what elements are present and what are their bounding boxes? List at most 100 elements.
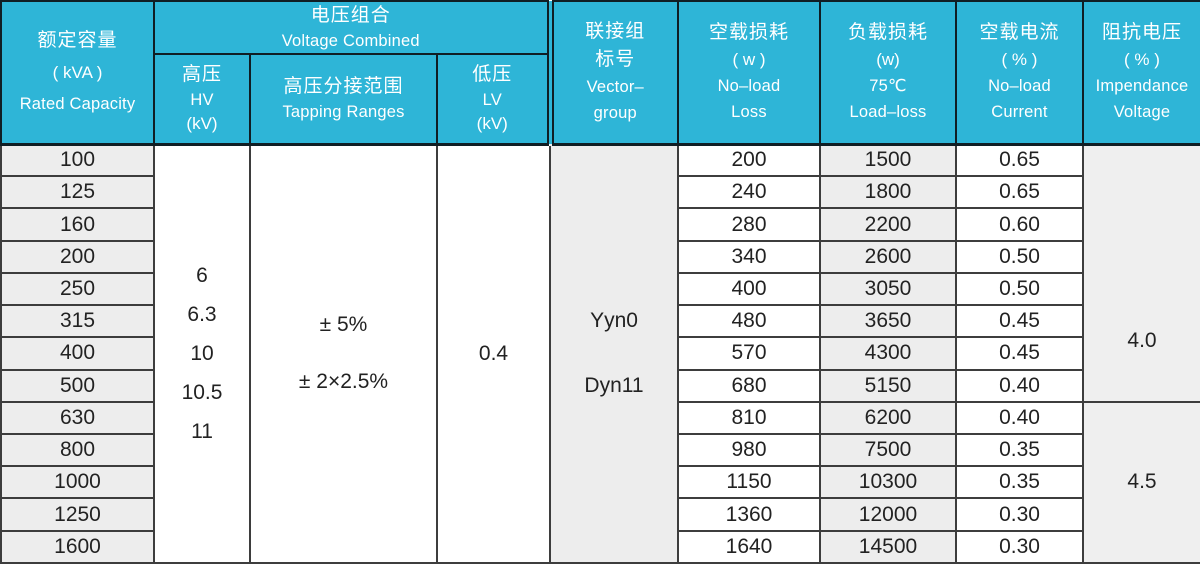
load-loss-cell: 1500 bbox=[819, 142, 957, 178]
lv-unit: (kV) bbox=[476, 113, 508, 133]
table-row: 1250 1360 12000 0.30 bbox=[0, 497, 1200, 532]
header-tapping-ranges: 高压分接范围 Tapping Ranges bbox=[249, 53, 438, 146]
rated-capacity-en: Rated Capacity bbox=[19, 95, 136, 114]
no-load-loss-cell: 980 bbox=[677, 432, 821, 468]
hv-value: 10.5 bbox=[181, 380, 223, 404]
load-loss-cell: 1800 bbox=[819, 175, 957, 210]
load-loss-cell: 5150 bbox=[819, 368, 957, 403]
lv-zh: 低压 bbox=[472, 63, 513, 85]
table-row: 160 280 2200 0.60 bbox=[0, 207, 1200, 242]
hv-value: 6.3 bbox=[187, 302, 217, 326]
header-load-loss: 负载损耗 (w) 75℃ Load–loss bbox=[819, 0, 957, 146]
capacity-cell: 630 bbox=[0, 400, 155, 435]
hv-value: 11 bbox=[191, 419, 213, 443]
no-load-loss-cell: 400 bbox=[677, 271, 821, 307]
load-loss-cell: 10300 bbox=[819, 465, 957, 500]
capacity-cell: 1600 bbox=[0, 529, 155, 564]
table-row: 800 980 7500 0.35 bbox=[0, 432, 1200, 468]
load-loss-cell: 6200 bbox=[819, 400, 957, 435]
no-load-loss-cell: 1640 bbox=[677, 529, 821, 564]
impedance-unit: ( % ) bbox=[1124, 50, 1160, 70]
no-load-current-en2: Current bbox=[991, 103, 1048, 122]
table-row: 1000 1150 10300 0.35 bbox=[0, 465, 1200, 500]
no-load-loss-cell: 1360 bbox=[677, 497, 821, 532]
load-loss-cell: 14500 bbox=[819, 529, 957, 564]
table-row: 500 680 5150 0.40 bbox=[0, 368, 1200, 403]
table-row: 1600 1640 14500 0.30 bbox=[0, 529, 1200, 564]
capacity-cell: 200 bbox=[0, 239, 155, 274]
load-loss-cell: 4300 bbox=[819, 336, 957, 371]
hv-value: 6 bbox=[196, 263, 208, 287]
load-loss-cell: 3050 bbox=[819, 271, 957, 307]
table-row: 200 340 2600 0.50 bbox=[0, 239, 1200, 274]
load-loss-unit: (w) bbox=[876, 50, 900, 70]
capacity-cell: 160 bbox=[0, 207, 155, 242]
vector-values-cell: Yyn0 Dyn11 bbox=[549, 143, 679, 564]
no-load-loss-cell: 480 bbox=[677, 304, 821, 339]
no-load-loss-cell: 570 bbox=[677, 336, 821, 371]
header-impedance-voltage: 阻抗电压 ( % ) Impendance Voltage bbox=[1082, 0, 1200, 146]
table-row: 400 570 4300 0.45 bbox=[0, 336, 1200, 371]
no-load-current-zh: 空载电流 bbox=[979, 22, 1060, 44]
vector-group-en1: Vector– bbox=[586, 78, 644, 97]
capacity-cell: 100 bbox=[0, 142, 155, 178]
rated-capacity-zh: 额定容量 bbox=[37, 30, 118, 52]
current-cell: 0.60 bbox=[955, 207, 1084, 242]
vector-group-en2: group bbox=[593, 104, 637, 123]
tapping-en: Tapping Ranges bbox=[282, 102, 405, 121]
capacity-cell: 500 bbox=[0, 368, 155, 403]
current-cell: 0.35 bbox=[955, 465, 1084, 500]
no-load-loss-cell: 340 bbox=[677, 239, 821, 274]
vector-value: Dyn11 bbox=[584, 374, 644, 398]
current-cell: 0.30 bbox=[955, 497, 1084, 532]
current-cell: 0.30 bbox=[955, 529, 1084, 564]
current-cell: 0.50 bbox=[955, 239, 1084, 274]
current-cell: 0.40 bbox=[955, 368, 1084, 403]
table-row: 630 810 6200 0.40 4.5 bbox=[0, 400, 1200, 564]
vector-value: Yyn0 bbox=[590, 309, 638, 333]
table-row: 100 6 6.3 10 10.5 11 ± 5% ± 2×2.5% 0.4 bbox=[0, 142, 1200, 564]
hv-en: HV bbox=[190, 90, 214, 109]
no-load-loss-cell: 240 bbox=[677, 175, 821, 210]
load-loss-zh: 负载损耗 bbox=[847, 22, 928, 44]
hv-value: 10 bbox=[190, 341, 214, 365]
capacity-cell: 125 bbox=[0, 175, 155, 210]
capacity-cell: 400 bbox=[0, 336, 155, 371]
impedance-bottom-cell: 4.5 bbox=[1082, 400, 1200, 564]
no-load-current-en1: No–load bbox=[988, 77, 1051, 96]
table-row: 125 240 1800 0.65 bbox=[0, 175, 1200, 210]
load-loss-temp: 75℃ bbox=[869, 77, 907, 96]
capacity-cell: 315 bbox=[0, 304, 155, 339]
hv-zh: 高压 bbox=[181, 63, 222, 85]
current-cell: 0.45 bbox=[955, 336, 1084, 371]
header-hv: 高压 HV (kV) bbox=[153, 53, 251, 146]
current-cell: 0.35 bbox=[955, 432, 1084, 468]
table-row: 315 480 3650 0.45 bbox=[0, 304, 1200, 339]
current-cell: 0.50 bbox=[955, 271, 1084, 307]
load-loss-cell: 12000 bbox=[819, 497, 957, 532]
vector-group-zh1: 联接组 bbox=[585, 21, 646, 43]
table-header: 额定容量 ( kVA ) Rated Capacity 电压组合 Voltage… bbox=[0, 0, 1200, 146]
current-cell: 0.65 bbox=[955, 175, 1084, 210]
no-load-loss-zh: 空载损耗 bbox=[708, 22, 789, 44]
current-cell: 0.40 bbox=[955, 400, 1084, 435]
load-loss-cell: 3650 bbox=[819, 304, 957, 339]
load-loss-cell: 2200 bbox=[819, 207, 957, 242]
impedance-top-cell: 4.0 bbox=[1082, 143, 1200, 403]
impedance-en1: Impendance bbox=[1095, 77, 1189, 96]
header-no-load-current: 空载电流 ( % ) No–load Current bbox=[955, 0, 1084, 146]
tapping-values-cell: ± 5% ± 2×2.5% bbox=[249, 143, 438, 564]
capacity-cell: 1000 bbox=[0, 465, 155, 500]
no-load-loss-en1: No–load bbox=[717, 77, 781, 96]
capacity-cell: 800 bbox=[0, 432, 155, 468]
header-no-load-loss: 空载损耗 ( w ) No–load Loss bbox=[677, 0, 821, 146]
header-voltage-combined: 电压组合 Voltage Combined bbox=[153, 0, 551, 55]
no-load-loss-unit: ( w ) bbox=[732, 50, 766, 70]
rated-capacity-unit: ( kVA ) bbox=[52, 63, 103, 83]
capacity-cell: 1250 bbox=[0, 497, 155, 532]
current-cell: 0.45 bbox=[955, 304, 1084, 339]
voltage-combined-zh: 电压组合 bbox=[310, 4, 391, 26]
impedance-zh: 阻抗电压 bbox=[1101, 22, 1182, 44]
no-load-loss-cell: 680 bbox=[677, 368, 821, 403]
